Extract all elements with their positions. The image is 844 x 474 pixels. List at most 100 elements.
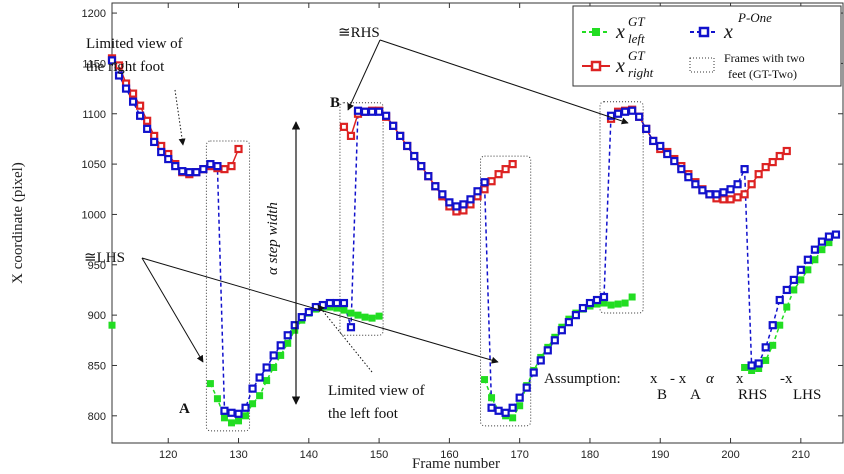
series-pone-point-61 xyxy=(536,356,545,365)
legend-gt-two-2: feet (GT-Two) xyxy=(728,67,797,81)
legend-right-main: x xyxy=(615,55,625,77)
series-pone-point-76 xyxy=(642,124,651,133)
series-pone-point-47 xyxy=(438,190,447,199)
series-left-point-46 xyxy=(621,299,629,307)
series-pone-point-69 xyxy=(592,295,602,305)
series-pone-point-17 xyxy=(227,408,236,417)
series-pone-point-35 xyxy=(353,106,363,115)
series-pone-point-70 xyxy=(599,292,609,302)
series-right-point-63 xyxy=(740,190,749,199)
series-left-point-52 xyxy=(769,341,777,349)
series-left-point-22 xyxy=(354,311,362,319)
series-right-point-68 xyxy=(775,151,784,161)
series-left-point-59 xyxy=(818,246,826,254)
annotation-limited-right-1: Limited view of xyxy=(86,36,183,52)
series-left-point-9 xyxy=(263,377,271,385)
series-pone-point-88 xyxy=(726,185,735,194)
y-tick-label-800: 800 xyxy=(88,411,106,423)
series-pone-point-80 xyxy=(670,156,679,166)
series-left-point-8 xyxy=(256,392,264,400)
series-pone-point-21 xyxy=(255,373,264,382)
arrow-lhs-long xyxy=(141,257,499,364)
series-group xyxy=(107,54,841,427)
series-pone-point-86 xyxy=(712,190,721,199)
x-tick-label-210: 210 xyxy=(792,449,810,461)
series-left-point-1 xyxy=(206,380,214,388)
assumption-term-xrhs: x xyxy=(736,371,744,387)
legend-swatch-pone-marker xyxy=(698,26,710,38)
y-tick-label-900: 900 xyxy=(88,310,106,322)
series-pone-point-1 xyxy=(114,71,124,80)
arrow-rhs-b xyxy=(347,39,381,111)
x-tick-label-170: 170 xyxy=(510,449,528,461)
series-left-point-55 xyxy=(790,286,798,294)
assumption-formula: Assumption: x - x α x -x B A RHS LHS xyxy=(544,371,821,403)
legend-right-sub: right xyxy=(628,65,654,80)
series-pone-point-23 xyxy=(269,351,278,360)
series-pone-point-63 xyxy=(550,336,559,345)
series-pone-point-50 xyxy=(459,200,468,209)
series-pone-point-68 xyxy=(585,298,595,308)
series-pone-point-44 xyxy=(417,162,426,171)
series-right-point-62 xyxy=(733,193,742,202)
gt-two-box-2 xyxy=(480,155,532,427)
series-left-point-50 xyxy=(755,364,763,372)
assumption-sub-lhs: LHS xyxy=(793,387,821,403)
series-right-point-60 xyxy=(719,195,728,204)
series-pone-point-51 xyxy=(466,195,475,204)
series-left-point-48 xyxy=(741,363,749,371)
series-left-point-3 xyxy=(220,414,228,422)
series-left-point-27 xyxy=(488,394,496,402)
legend-left-sub: left xyxy=(628,31,645,46)
y-tick-label-1100: 1100 xyxy=(82,109,106,121)
series-right-point-19 xyxy=(339,122,349,131)
series-pone-point-91 xyxy=(747,361,756,370)
series-pone-point-6 xyxy=(150,137,159,147)
assumption-sub-b: B xyxy=(657,387,667,403)
y-tick-label-1000: 1000 xyxy=(82,209,106,221)
assumption-term-alpha: α xyxy=(706,371,715,387)
y-tick-label-1200: 1200 xyxy=(82,8,106,20)
arrow-limited-left xyxy=(317,304,373,373)
series-pone-point-103 xyxy=(831,230,841,239)
series-pone-point-30 xyxy=(318,300,327,310)
point-b-label: B xyxy=(330,95,340,111)
series-right-point-5 xyxy=(143,116,152,125)
series-pone-point-56 xyxy=(501,408,510,417)
series-left-point-26 xyxy=(481,376,489,384)
legend-pone-main: x xyxy=(723,21,733,43)
assumption-sub-a: A xyxy=(690,387,701,403)
series-pone-point-7 xyxy=(157,147,166,157)
series-pone-point-55 xyxy=(494,406,503,415)
series-pone-point-27 xyxy=(297,313,306,322)
x-tick-label-160: 160 xyxy=(440,449,458,461)
series-pone-point-64 xyxy=(557,326,566,335)
series-left-point-57 xyxy=(804,266,812,274)
series-pone-point-32 xyxy=(332,298,342,308)
series-pone-point-41 xyxy=(396,131,405,141)
series-pone-point-9 xyxy=(171,162,180,171)
series-pone-point-72 xyxy=(613,109,623,118)
series-pone-point-25 xyxy=(283,331,292,340)
series-right-point-67 xyxy=(768,157,777,167)
arrow-rhs-long xyxy=(379,39,629,125)
series-left-point-31 xyxy=(516,402,524,410)
series-pone-point-73 xyxy=(621,107,630,116)
series-left-point-56 xyxy=(797,276,805,284)
series-pone-point-33 xyxy=(339,298,349,308)
series-left-point-11 xyxy=(277,351,285,359)
annotation-limited-left-2: the left foot xyxy=(328,406,399,422)
series-left-point-21 xyxy=(347,309,355,317)
series-left-point-44 xyxy=(607,301,615,309)
annotation-limited-right-2: the right foot xyxy=(86,59,165,75)
legend: x GT left x P-One x GT right Frames with… xyxy=(572,5,842,87)
series-left-point-54 xyxy=(783,303,791,311)
series-pone-point-22 xyxy=(262,363,271,372)
series-pone-point-96 xyxy=(782,285,791,295)
series-pone-point-75 xyxy=(635,112,644,121)
series-pone-point-34 xyxy=(346,323,356,332)
assumption-sub-rhs: RHS xyxy=(738,387,767,403)
series-left-point-0 xyxy=(108,321,116,329)
series-pone-point-82 xyxy=(684,173,693,182)
series-pone-point-60 xyxy=(529,368,538,377)
